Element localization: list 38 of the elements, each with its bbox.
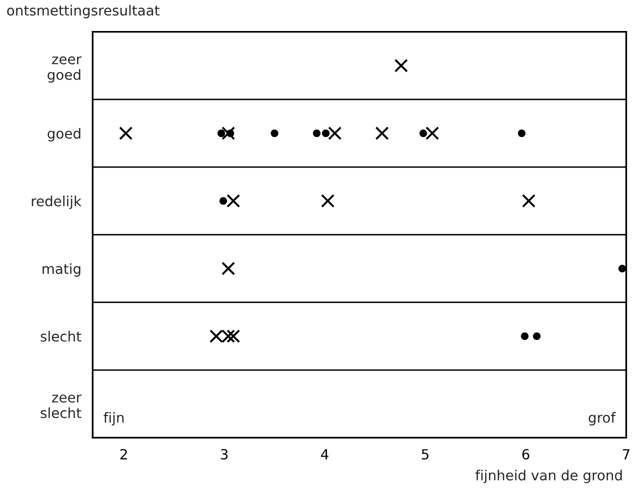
point <box>394 58 408 72</box>
point <box>226 129 234 138</box>
y-tick-label: redelijk <box>32 196 82 210</box>
point <box>522 194 536 208</box>
point <box>518 129 526 138</box>
x-tick-label: 5 <box>422 449 428 460</box>
annotation: fijn <box>104 412 124 426</box>
point <box>618 264 626 272</box>
x-tick-label: 2 <box>120 449 127 460</box>
annotation: grof <box>588 412 616 426</box>
point <box>270 129 278 138</box>
y-tick-label: matig <box>42 263 80 277</box>
x-tick-label: 6 <box>522 449 530 460</box>
y-tick-label: zeer goed <box>48 56 82 83</box>
point <box>532 332 541 340</box>
point <box>222 262 236 276</box>
point <box>226 329 240 343</box>
point <box>328 126 342 140</box>
point <box>426 126 440 140</box>
x-tick-label: 7 <box>622 449 630 460</box>
y-axis-title: ontsmettingsresultaat <box>7 4 160 18</box>
point <box>419 129 428 138</box>
x-axis-title: fijnheid van de grond <box>475 470 622 484</box>
point <box>226 194 240 208</box>
point <box>119 126 133 140</box>
x-tick-label: 3 <box>220 449 228 460</box>
point <box>375 126 389 140</box>
point <box>222 126 236 140</box>
point <box>217 129 226 138</box>
point <box>312 129 321 138</box>
x-tick-label: 4 <box>321 449 328 460</box>
point <box>322 129 330 138</box>
point <box>321 194 335 208</box>
y-tick-label: zeer slecht <box>40 394 82 418</box>
point <box>219 197 228 205</box>
y-tick-label: slecht <box>40 330 82 342</box>
y-tick-label: goed <box>48 128 80 142</box>
point <box>520 332 529 340</box>
